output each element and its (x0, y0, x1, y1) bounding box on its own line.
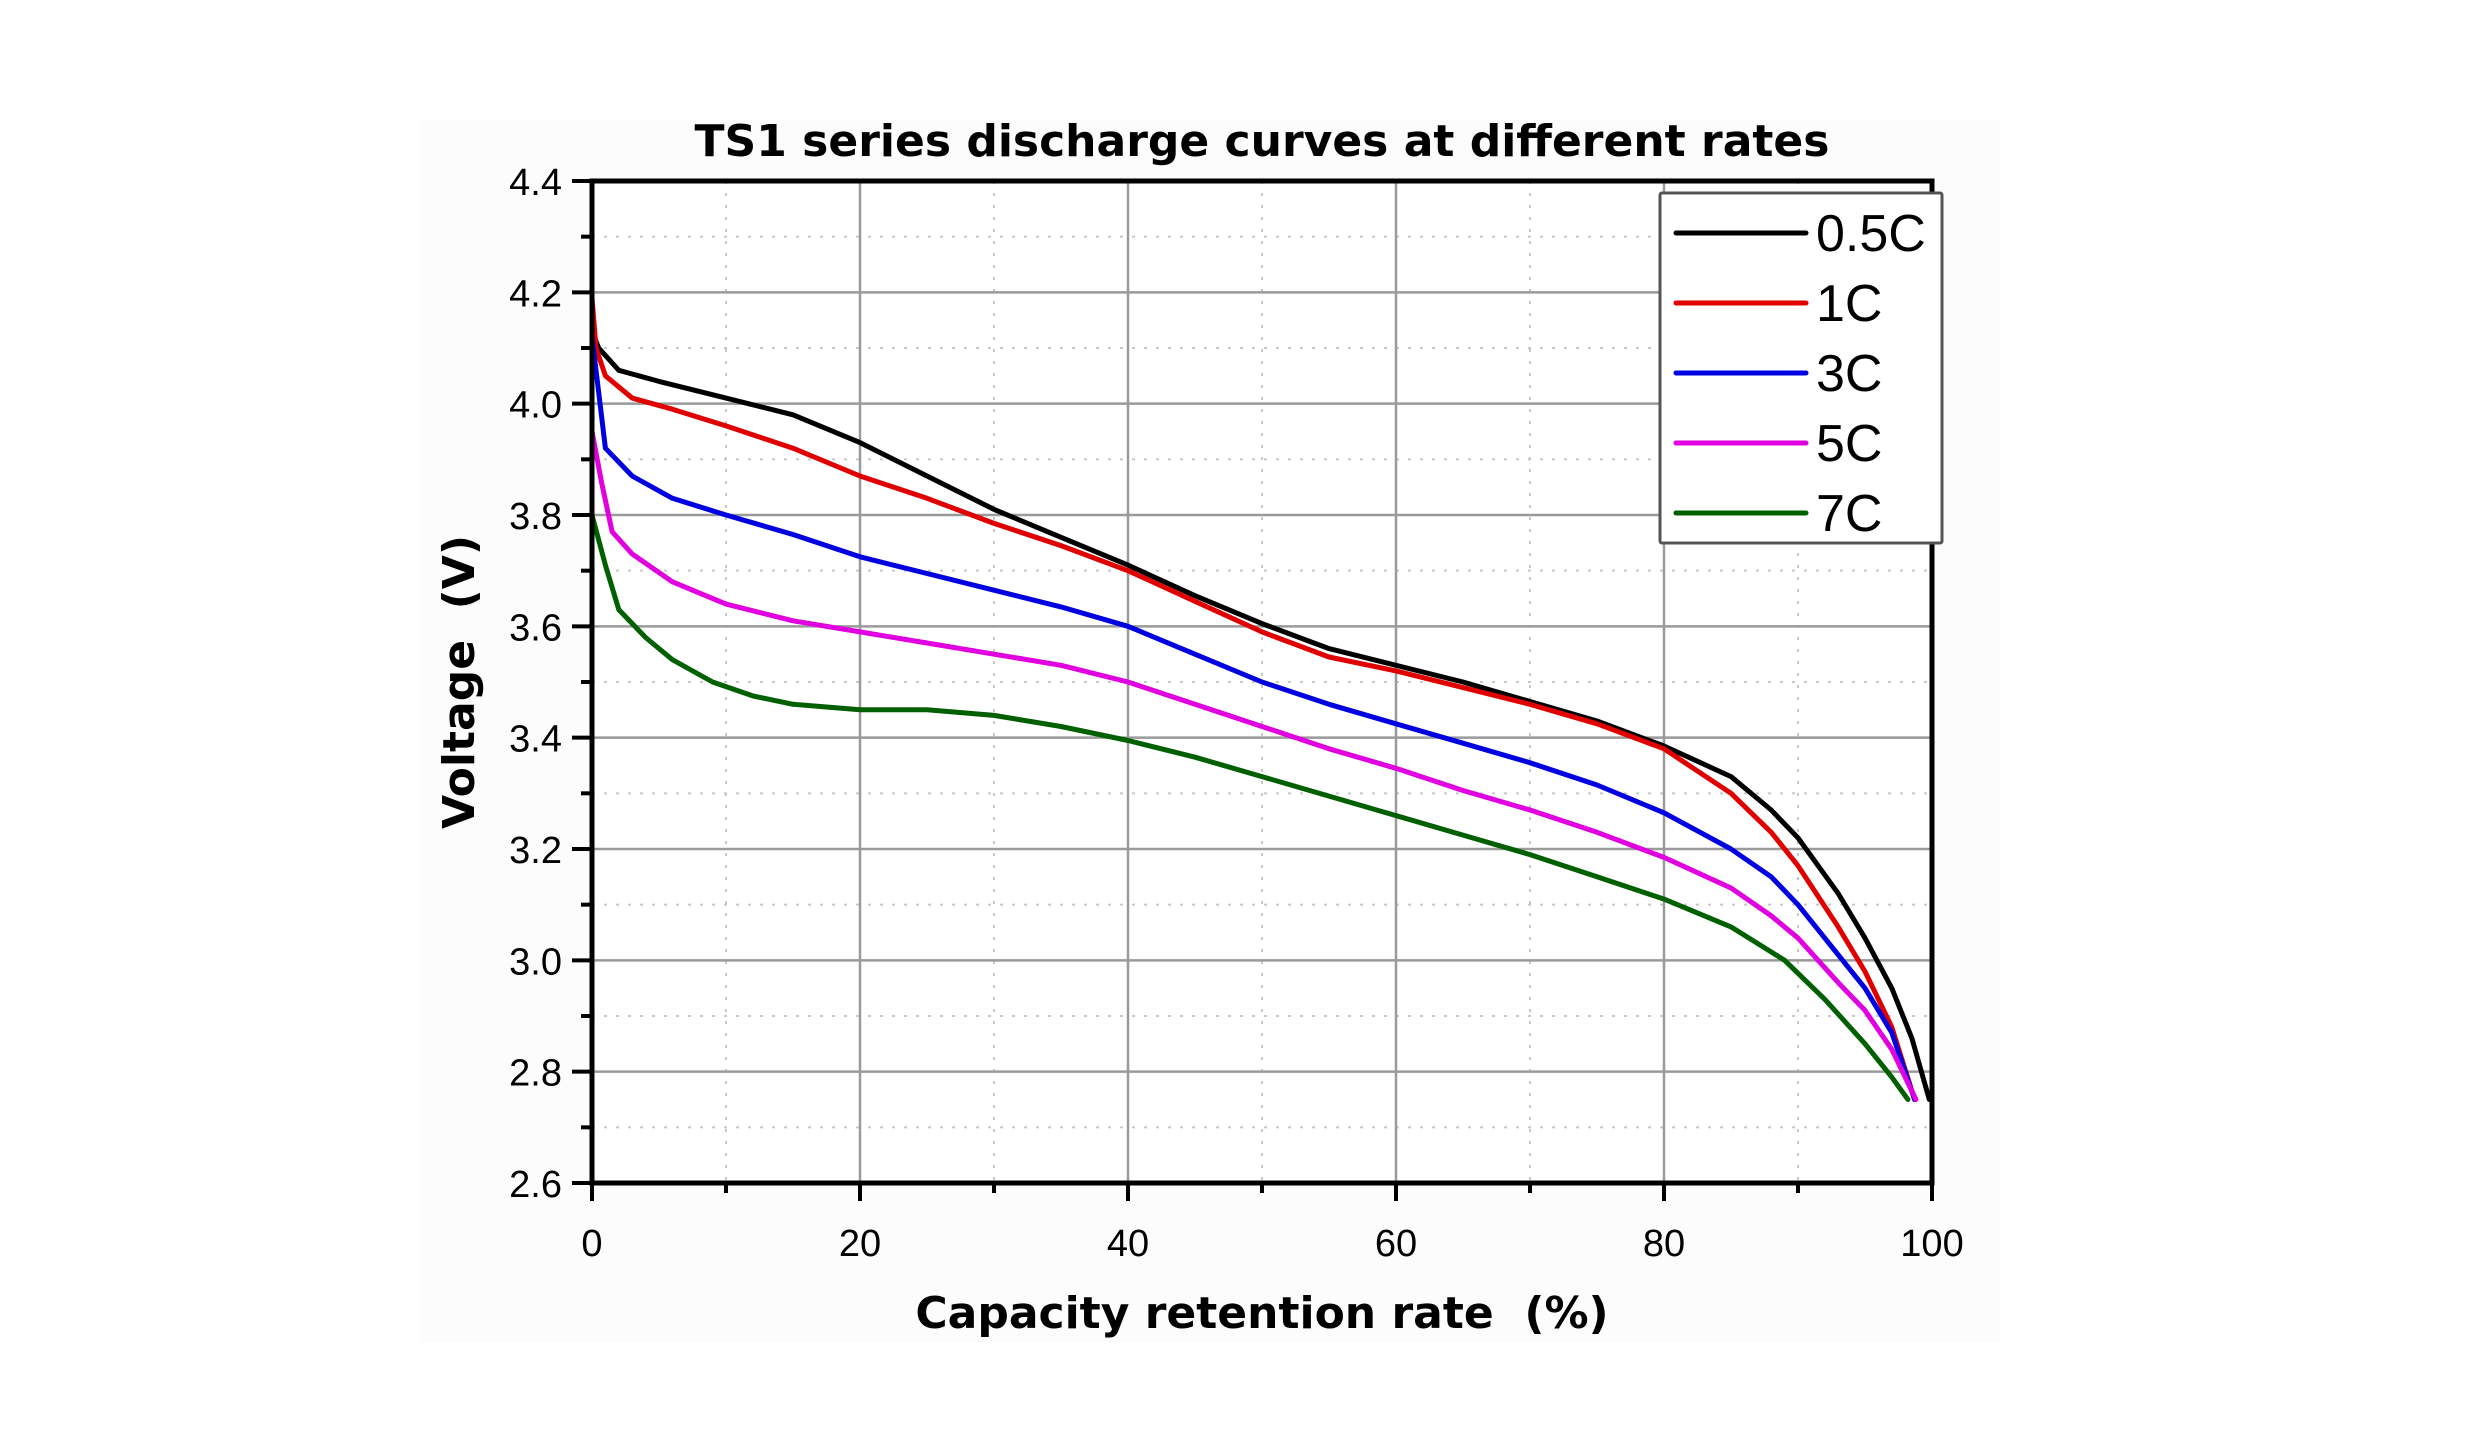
x-tick-label: 40 (1107, 1223, 1149, 1265)
y-tick-label: 3.8 (509, 496, 562, 538)
y-tick-label: 3.2 (509, 830, 562, 872)
series-line-0_5c (589, 328, 1932, 1102)
y-tick-label: 3.0 (509, 941, 562, 983)
y-tick-label: 3.4 (509, 719, 562, 761)
x-tick-label: 20 (839, 1223, 881, 1265)
x-tick-label: 0 (581, 1223, 602, 1265)
legend: 0.5C 1C 3C 5C 7C (1658, 191, 1944, 545)
y-tick-label: 4.4 (509, 162, 562, 204)
y-tick-label: 2.8 (509, 1053, 562, 1095)
chart-title: TS1 series discharge curves at different… (695, 116, 1830, 167)
x-axis-label: Capacity retention rate (%) (915, 1288, 1608, 1339)
y-axis-ticks: 2.6 2.8 3.0 3.2 3.4 3.6 3.8 4.0 4.2 4.4 (509, 162, 592, 1206)
series-line-7c (589, 512, 1911, 1102)
series-line-1c (589, 295, 1918, 1102)
y-tick-label: 4.0 (509, 385, 562, 427)
legend-label: 1C (1816, 275, 1882, 333)
legend-box (1658, 191, 1944, 545)
series-line-3c (589, 334, 1918, 1102)
series-layer (589, 295, 1932, 1102)
series-line-5c (589, 429, 1919, 1102)
x-tick-label: 80 (1643, 1223, 1685, 1265)
x-tick-label: 60 (1375, 1223, 1417, 1265)
legend-label: 5C (1816, 415, 1882, 473)
y-tick-label: 4.2 (509, 273, 562, 315)
legend-label: 0.5C (1816, 205, 1926, 263)
legend-label: 7C (1816, 485, 1882, 543)
y-tick-label: 2.6 (509, 1164, 562, 1206)
major-gridlines (592, 181, 1932, 1183)
x-tick-label: 100 (1900, 1223, 1963, 1265)
y-tick-label: 3.6 (509, 607, 562, 649)
y-axis-label: Voltage (V) (434, 535, 485, 829)
legend-label: 3C (1816, 345, 1882, 403)
x-axis-ticks: 0 20 40 60 80 100 (581, 1183, 1964, 1265)
